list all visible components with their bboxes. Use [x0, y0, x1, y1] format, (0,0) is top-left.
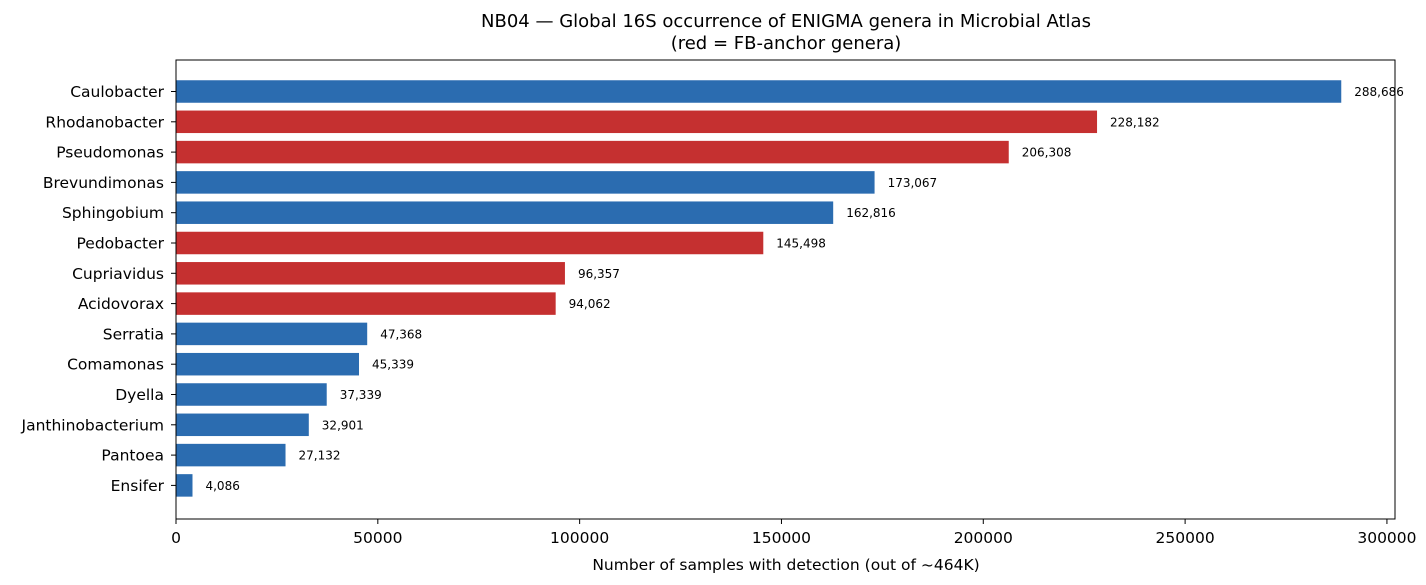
category-label-ensifer: Ensifer [111, 477, 165, 495]
value-label-sphingobium: 162,816 [846, 206, 896, 220]
chart-subtitle: (red = FB-anchor genera) [671, 33, 902, 54]
bar-acidovorax [176, 292, 556, 315]
category-label-pantoea: Pantoea [101, 447, 164, 465]
bar-sphingobium [176, 201, 834, 224]
bar-pseudomonas [176, 140, 1009, 164]
value-label-pantoea: 27,132 [299, 449, 341, 463]
x-tick-label: 50000 [353, 529, 402, 547]
bar-janthinobacterium [176, 413, 309, 437]
value-label-janthinobacterium: 32,901 [322, 418, 364, 432]
category-label-sphingobium: Sphingobium [62, 204, 164, 222]
category-label-pseudomonas: Pseudomonas [56, 144, 164, 162]
x-tick-label: 100000 [550, 529, 609, 547]
value-label-comamonas: 45,339 [372, 358, 414, 372]
category-label-pedobacter: Pedobacter [77, 235, 165, 253]
category-label-comamonas: Comamonas [67, 356, 164, 374]
category-label-caulobacter: Caulobacter [70, 83, 164, 101]
x-axis-ticks: 0 50000 100000 150000 200000 250000 300000 [171, 519, 1417, 547]
category-label-brevundimonas: Brevundimonas [43, 174, 164, 192]
value-label-pseudomonas: 206,308 [1022, 146, 1072, 160]
bar-comamonas [176, 352, 360, 376]
value-label-acidovorax: 94,062 [569, 297, 611, 311]
bar-serratia [176, 322, 368, 346]
bars-group [176, 80, 1342, 497]
bar-rhodanobacter [176, 110, 1098, 134]
value-labels-group: 288,686 228,182 206,308 173,067 162,816 145,4… [205, 85, 1403, 493]
x-tick-label: 0 [171, 529, 181, 547]
value-label-ensifer: 4,086 [205, 479, 239, 493]
value-label-dyella: 37,339 [340, 388, 382, 402]
plot-area [176, 60, 1395, 519]
category-label-janthinobacterium: Janthinobacterium [21, 416, 164, 434]
bar-cupriavidus [176, 262, 565, 285]
value-label-cupriavidus: 96,357 [578, 267, 620, 281]
category-label-acidovorax: Acidovorax [78, 295, 164, 313]
value-label-brevundimonas: 173,067 [888, 176, 938, 190]
bar-pantoea [176, 443, 286, 467]
value-label-pedobacter: 145,498 [776, 237, 826, 251]
value-label-serratia: 47,368 [380, 327, 422, 341]
category-label-dyella: Dyella [115, 386, 164, 404]
value-label-caulobacter: 288,686 [1354, 85, 1404, 99]
chart-title: NB04 — Global 16S occurrence of ENIGMA g… [481, 11, 1091, 32]
x-tick-label: 200000 [954, 529, 1013, 547]
bar-ensifer [176, 474, 193, 497]
x-axis-title: Number of samples with detection (out of… [592, 556, 979, 574]
bar-dyella [176, 383, 327, 406]
x-tick-label: 150000 [752, 529, 811, 547]
category-label-rhodanobacter: Rhodanobacter [45, 113, 164, 131]
x-tick-label: 250000 [1156, 529, 1215, 547]
bar-caulobacter [176, 80, 1342, 103]
bar-brevundimonas [176, 171, 875, 194]
plot-frame [175, 59, 1396, 520]
category-label-cupriavidus: Cupriavidus [72, 265, 164, 283]
bar-pedobacter [176, 231, 764, 255]
value-label-rhodanobacter: 228,182 [1110, 115, 1160, 129]
category-label-serratia: Serratia [103, 325, 164, 343]
x-tick-label: 300000 [1357, 529, 1416, 547]
y-axis-ticks: Caulobacter Rhodanobacter Pseudomonas Brevu… [21, 83, 176, 495]
